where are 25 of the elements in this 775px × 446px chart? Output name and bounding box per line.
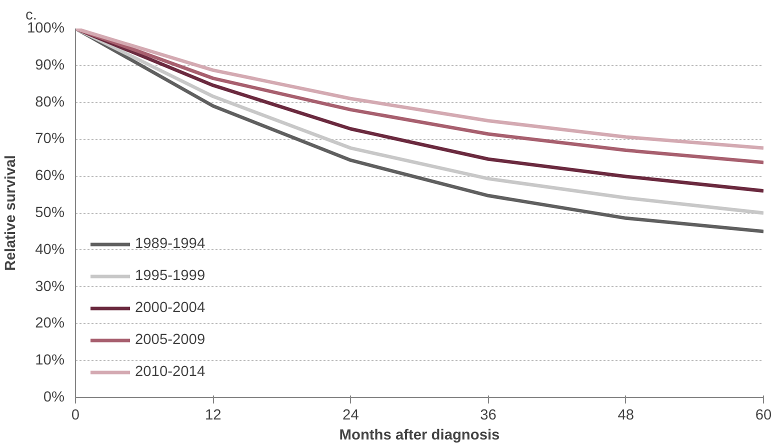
legend-label: 1989-1994 <box>135 236 206 252</box>
y-tick-label: 10% <box>35 352 65 369</box>
y-tick-label: 0% <box>43 390 65 406</box>
y-axis-title: Relative survival <box>3 155 20 271</box>
y-tick-label: 100% <box>27 20 65 36</box>
x-tick-label: 12 <box>204 408 222 424</box>
legend-label: 1995-1999 <box>135 268 206 284</box>
y-tick-label: 50% <box>35 205 65 221</box>
y-tick-label: 20% <box>35 316 65 332</box>
x-tick-label: 36 <box>480 408 496 424</box>
legend-label: 2005-2009 <box>135 332 206 348</box>
x-axis-title: Months after diagnosis <box>339 428 500 444</box>
x-tick-label: 60 <box>755 408 772 424</box>
x-tick-label: 48 <box>618 408 634 424</box>
text: c. <box>26 8 37 24</box>
y-tick-label: 60% <box>35 168 65 184</box>
y-tick-label: 90% <box>35 57 65 74</box>
legend-label: 2000-2004 <box>135 300 206 316</box>
legend-label: 2010-2014 <box>135 364 206 380</box>
y-tick-label: 30% <box>35 278 65 295</box>
x-tick-label: 24 <box>342 408 359 424</box>
y-tick-label: 80% <box>35 94 65 110</box>
y-tick-label: 70% <box>35 131 65 148</box>
x-tick-label: 0 <box>71 408 80 424</box>
y-tick-label: 40% <box>35 242 65 258</box>
